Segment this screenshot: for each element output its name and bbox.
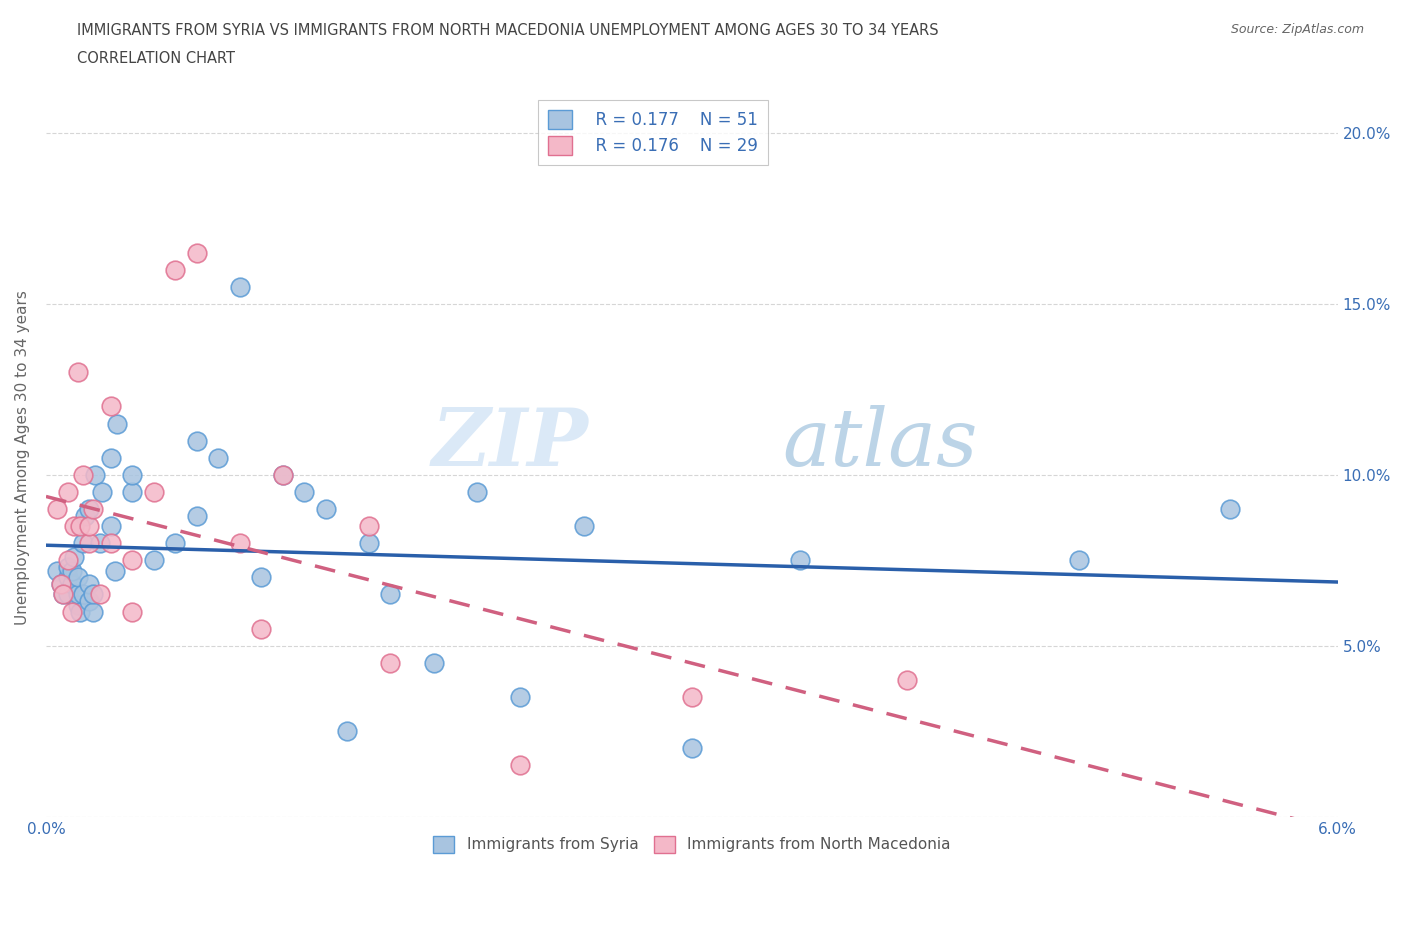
Point <box>121 552 143 567</box>
Point <box>84 468 107 483</box>
Point <box>77 577 100 591</box>
Point <box>67 597 90 612</box>
Point <box>681 741 703 756</box>
Point <box>56 587 79 602</box>
Point <box>105 416 128 431</box>
Point <box>82 587 104 602</box>
Point <box>89 536 111 551</box>
Point <box>186 433 208 448</box>
Point <box>91 485 114 499</box>
Point <box>100 519 122 534</box>
Point <box>69 519 91 534</box>
Point <box>336 724 359 738</box>
Point <box>63 550 86 565</box>
Point <box>72 536 94 551</box>
Point <box>229 279 252 294</box>
Point <box>165 536 187 551</box>
Point <box>77 519 100 534</box>
Point <box>60 604 83 619</box>
Point <box>45 563 67 578</box>
Point <box>56 570 79 585</box>
Point <box>121 485 143 499</box>
Point <box>186 246 208 260</box>
Point <box>49 577 72 591</box>
Point <box>229 536 252 551</box>
Point <box>250 621 273 636</box>
Text: ZIP: ZIP <box>432 405 589 482</box>
Point <box>77 594 100 609</box>
Point <box>357 519 380 534</box>
Text: CORRELATION CHART: CORRELATION CHART <box>77 51 235 66</box>
Point <box>82 604 104 619</box>
Legend: Immigrants from Syria, Immigrants from North Macedonia: Immigrants from Syria, Immigrants from N… <box>427 830 957 859</box>
Point <box>165 262 187 277</box>
Point <box>509 690 531 705</box>
Point <box>60 577 83 591</box>
Point <box>69 604 91 619</box>
Point <box>52 587 75 602</box>
Point <box>422 656 444 671</box>
Point <box>100 450 122 465</box>
Text: IMMIGRANTS FROM SYRIA VS IMMIGRANTS FROM NORTH MACEDONIA UNEMPLOYMENT AMONG AGES: IMMIGRANTS FROM SYRIA VS IMMIGRANTS FROM… <box>77 23 939 38</box>
Point <box>121 604 143 619</box>
Point <box>72 587 94 602</box>
Point <box>67 365 90 379</box>
Point <box>77 536 100 551</box>
Point <box>63 519 86 534</box>
Point <box>186 509 208 524</box>
Point <box>49 577 72 591</box>
Point <box>100 399 122 414</box>
Point <box>1069 552 1091 567</box>
Point <box>142 552 165 567</box>
Point <box>315 501 337 516</box>
Point <box>509 758 531 773</box>
Point <box>67 587 90 602</box>
Point <box>56 485 79 499</box>
Y-axis label: Unemployment Among Ages 30 to 34 years: Unemployment Among Ages 30 to 34 years <box>15 290 30 625</box>
Point <box>142 485 165 499</box>
Point <box>357 536 380 551</box>
Point <box>207 450 229 465</box>
Point <box>45 501 67 516</box>
Point <box>77 501 100 516</box>
Point <box>73 509 96 524</box>
Point <box>380 587 402 602</box>
Point <box>896 672 918 687</box>
Point <box>1219 501 1241 516</box>
Point <box>121 468 143 483</box>
Point <box>100 536 122 551</box>
Text: atlas: atlas <box>782 405 977 482</box>
Point <box>89 587 111 602</box>
Point <box>271 468 294 483</box>
Point <box>104 563 127 578</box>
Point <box>574 519 596 534</box>
Point <box>56 552 79 567</box>
Point <box>82 501 104 516</box>
Point <box>56 560 79 575</box>
Point <box>250 570 273 585</box>
Point <box>465 485 488 499</box>
Point <box>292 485 315 499</box>
Point <box>380 656 402 671</box>
Point <box>60 563 83 578</box>
Text: Source: ZipAtlas.com: Source: ZipAtlas.com <box>1230 23 1364 36</box>
Point <box>681 690 703 705</box>
Point <box>271 468 294 483</box>
Point <box>72 468 94 483</box>
Point <box>52 587 75 602</box>
Point <box>67 570 90 585</box>
Point <box>789 552 811 567</box>
